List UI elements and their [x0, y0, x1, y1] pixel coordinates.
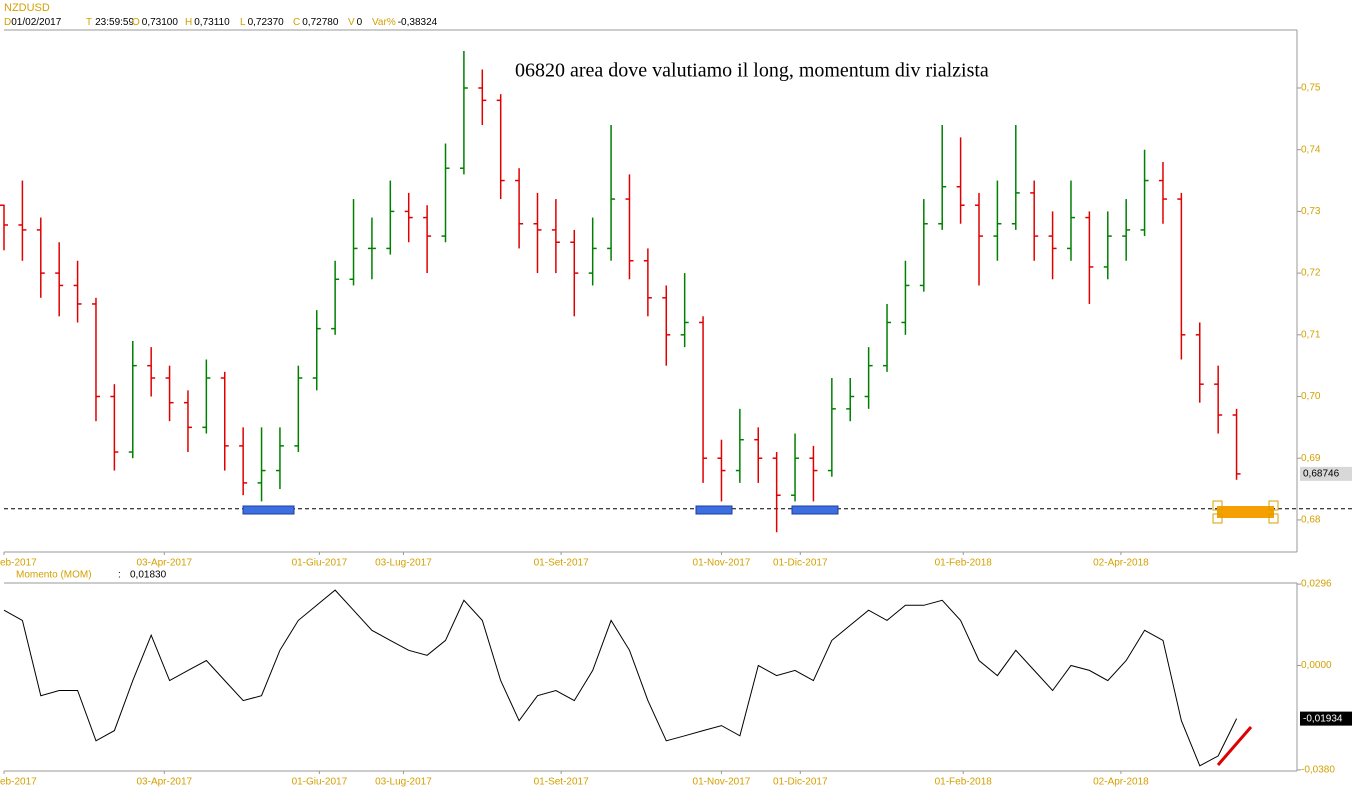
momentum-line: [3, 589, 1238, 767]
x-tick-label: 01-Feb-2018: [935, 558, 993, 569]
y-tick-label: 0,0296: [1301, 579, 1332, 590]
highlight-box: [695, 505, 733, 515]
x-tick-label: 03-Lug-2017: [375, 558, 432, 569]
val: 01/02/2017: [11, 17, 61, 28]
y-tick-label: 0,75: [1301, 83, 1321, 94]
marks: 0,68 0,69 0,70 0,71 0,72 0,73 0,74 0,75 eb-2017 0…: [0, 50, 1352, 788]
val: 0: [357, 17, 363, 28]
key: C: [293, 17, 300, 28]
key: O: [132, 17, 140, 28]
x-tick-label: 01-Dic-2017: [773, 558, 828, 569]
key: D: [4, 17, 11, 28]
val: 0,72780: [302, 17, 339, 28]
indicator-value: 0,01830: [130, 570, 167, 581]
x-tick-label: 01-Nov-2017: [693, 777, 751, 788]
x-tick-label: 01-Set-2017: [534, 558, 589, 569]
last-value-box: [1300, 711, 1352, 726]
last-value-label: -0,01934: [1303, 713, 1343, 724]
x-tick-label: 02-Apr-2018: [1093, 558, 1149, 569]
key: T: [86, 17, 92, 28]
val: 0,73110: [194, 17, 230, 28]
handle: [1268, 500, 1279, 511]
x-tick-label: eb-2017: [0, 777, 37, 788]
val: 23:59:59: [95, 17, 134, 28]
val: 0,72370: [248, 17, 285, 28]
last-value-box: [1300, 466, 1352, 481]
val: 0,73100: [142, 17, 179, 28]
x-tick-label: 01-Feb-2018: [935, 777, 993, 788]
divergence-line: [1216, 726, 1253, 766]
val: -0,38324: [398, 17, 438, 28]
highlight-box: [791, 505, 839, 515]
y-tick-label: 0,73: [1301, 206, 1321, 217]
key: L: [240, 17, 246, 28]
highlight-box: [242, 505, 295, 515]
handle: [1268, 513, 1279, 524]
y-tick-label: 0,72: [1301, 268, 1321, 279]
handle: [1212, 513, 1223, 524]
last-value-label: 0,68746: [1303, 469, 1340, 480]
indicator-name: Momento (MOM): [16, 570, 92, 581]
separator: :: [118, 570, 121, 581]
symbol: NZDUSD: [4, 2, 50, 14]
x-tick-label: 01-Nov-2017: [693, 558, 751, 569]
y-tick-label: 0,74: [1301, 144, 1321, 155]
highlight-boxes: [242, 500, 1279, 524]
x-tick-label: 02-Apr-2018: [1093, 777, 1149, 788]
y-tick-label: 0,0000: [1301, 660, 1332, 671]
x-tick-label: 03-Apr-2017: [137, 777, 193, 788]
y-tick-label: 0,69: [1301, 453, 1321, 464]
x-tick-label: 01-Giu-2017: [292, 558, 348, 569]
x-tick-label: eb-2017: [0, 558, 37, 569]
y-tick-label: 0,71: [1301, 329, 1321, 340]
x-tick-label: 03-Apr-2017: [137, 558, 193, 569]
y-tick-label: 0,68: [1301, 515, 1321, 526]
highlight-box: [1217, 506, 1274, 518]
y-tick-label: -0,0380: [1301, 765, 1335, 776]
y-tick-label: 0,70: [1301, 391, 1321, 402]
x-tick-label: 01-Giu-2017: [292, 777, 348, 788]
x-tick-label: 01-Set-2017: [534, 777, 589, 788]
handle: [1212, 500, 1223, 511]
annotation: 06820 area dove valutiamo il long, momen…: [515, 60, 989, 82]
x-tick-label: 03-Lug-2017: [375, 777, 432, 788]
quote-header: D01/02/2017 T 23:59:59 O 0,73100 H 0,73110 …: [4, 17, 438, 28]
x-tick-label: 01-Dic-2017: [773, 777, 828, 788]
key: Var%: [372, 17, 396, 28]
key: V: [348, 17, 355, 28]
key: H: [185, 17, 192, 28]
